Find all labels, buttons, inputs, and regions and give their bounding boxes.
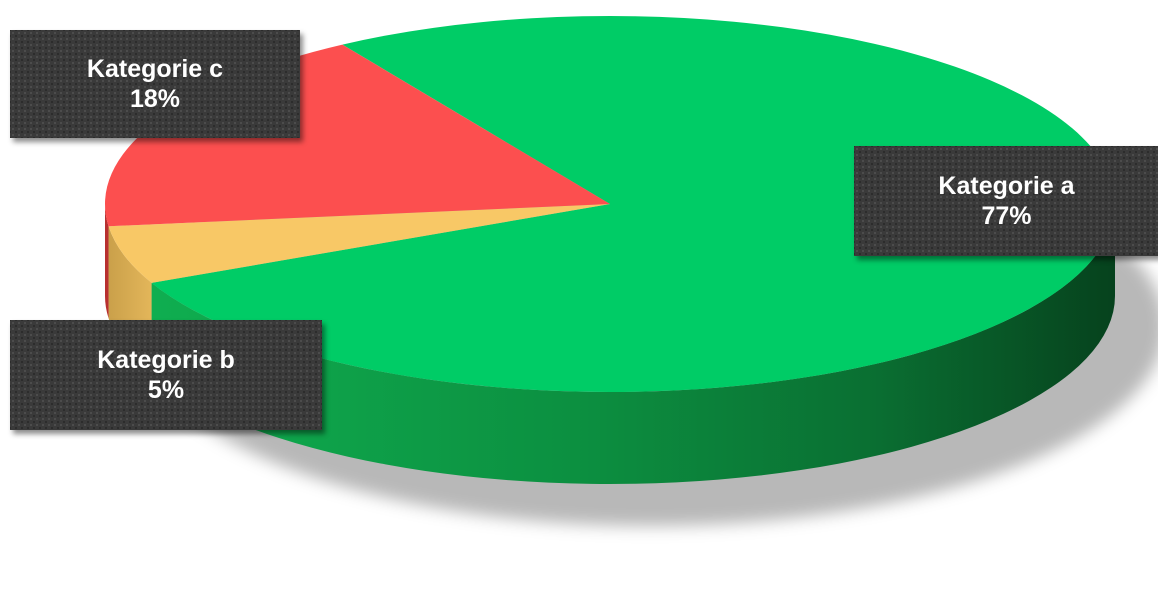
slice-kategorie-a (151, 16, 1116, 393)
data-label-kategorie-b: Kategorie b 5% (10, 320, 322, 430)
label-percent: 5% (147, 376, 185, 404)
data-label-kategorie-a: Kategorie a 77% (854, 146, 1158, 256)
label-category: Kategorie b (97, 346, 235, 374)
slice-kategorie-b (108, 204, 610, 283)
label-percent: 77% (981, 202, 1032, 230)
label-category: Kategorie a (938, 172, 1075, 200)
slice-side-kategorie-c (105, 204, 109, 319)
slice-side-kategorie-a (151, 204, 1115, 484)
label-category: Kategorie c (86, 55, 224, 83)
label-percent: 18% (129, 85, 181, 113)
data-label-kategorie-c: Kategorie c 18% (10, 30, 300, 138)
